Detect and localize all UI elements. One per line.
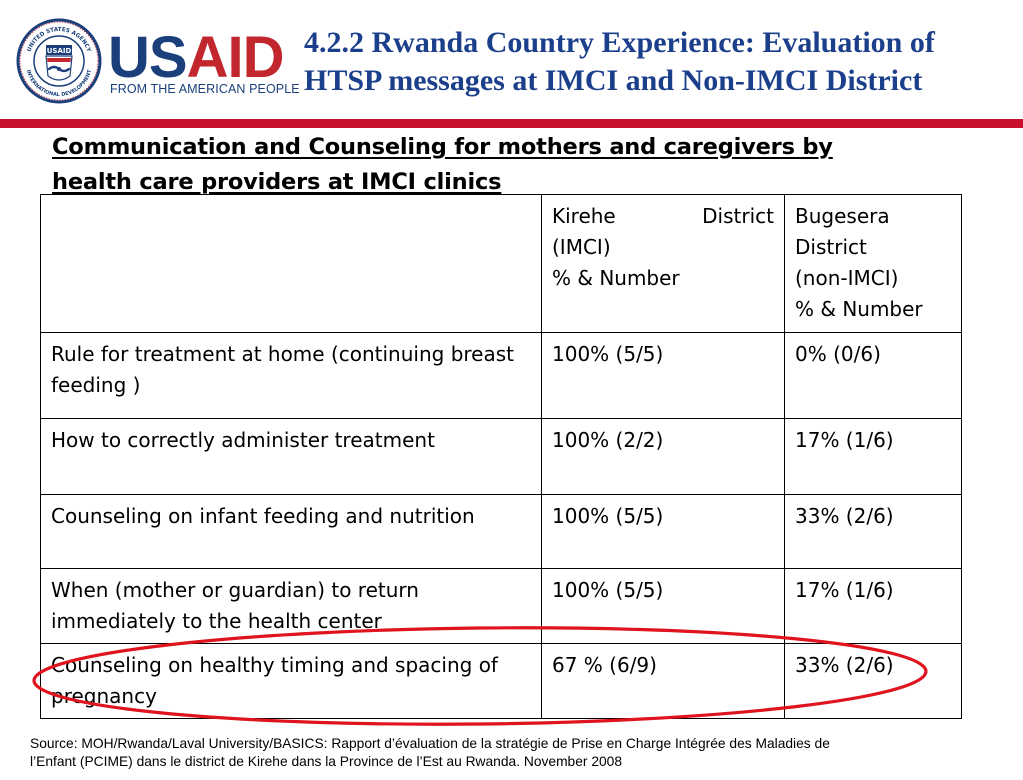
- subtitle-line-2: health care providers at IMCI clinics: [52, 169, 502, 195]
- header-bugesera-line-3: (non-IMCI): [795, 266, 899, 290]
- title-line-1: 4.2.2 Rwanda Country Experience: Evaluat…: [304, 26, 935, 59]
- header-bugesera-line-4: % & Number: [795, 297, 923, 321]
- usaid-wordmark-logo: USAID FROM THE AMERICAN PEOPLE: [108, 25, 300, 98]
- wordmark-us: US: [108, 25, 188, 90]
- row-kirehe-value: 67 % (6/9): [541, 643, 785, 719]
- usaid-tagline: FROM THE AMERICAN PEOPLE: [110, 82, 300, 96]
- usaid-seal-logo: UNITED STATES AGENCY INTERNATIONAL DEVEL…: [16, 18, 102, 104]
- header-kirehe: Kirehe District (IMCI) % & Number: [541, 194, 785, 333]
- slide-subtitle: Communication and Counseling for mothers…: [52, 130, 952, 200]
- row-bugesera-value: 33% (2/6): [784, 643, 962, 719]
- row-bugesera-value: 17% (1/6): [784, 418, 962, 495]
- header-bugesera-line-2: District: [795, 235, 867, 259]
- row-bugesera-value: 33% (2/6): [784, 494, 962, 569]
- wordmark-aid: AID: [186, 25, 285, 90]
- results-table: Kirehe District (IMCI) % & Number Bugese…: [40, 194, 962, 719]
- row-kirehe-value: 100% (2/2): [541, 418, 785, 495]
- header-bugesera-line-1: Bugesera: [795, 204, 890, 228]
- header-bugesera: Bugesera District (non-IMCI) % & Number: [784, 194, 962, 333]
- table-row: When (mother or guardian) to return imme…: [40, 568, 962, 644]
- header-kirehe-word-2: District: [702, 204, 774, 228]
- source-line-1: Source: MOH/Rwanda/Laval University/BASI…: [30, 736, 830, 751]
- row-bugesera-value: 0% (0/6): [784, 332, 962, 419]
- row-label: How to correctly administer treatment: [40, 418, 542, 495]
- source-citation: Source: MOH/Rwanda/Laval University/BASI…: [30, 735, 1015, 771]
- header-kirehe-line-1: Kirehe District: [552, 201, 774, 232]
- source-line-2: l’Enfant (PCIME) dans le district de Kir…: [30, 754, 623, 769]
- table-row: How to correctly administer treatment 10…: [40, 418, 962, 495]
- row-bugesera-value: 17% (1/6): [784, 568, 962, 644]
- row-label: When (mother or guardian) to return imme…: [40, 568, 542, 644]
- row-kirehe-value: 100% (5/5): [541, 494, 785, 569]
- header-kirehe-line-2: (IMCI): [552, 235, 611, 259]
- title-line-2: HTSP messages at IMCI and Non-IMCI Distr…: [304, 64, 923, 97]
- row-label: Rule for treatment at home (continuing b…: [40, 332, 542, 419]
- subtitle-line-1: Communication and Counseling for mothers…: [52, 134, 833, 160]
- table-header-row: Kirehe District (IMCI) % & Number Bugese…: [40, 194, 962, 333]
- table-row: Counseling on infant feeding and nutriti…: [40, 494, 962, 569]
- row-label: Counseling on infant feeding and nutriti…: [40, 494, 542, 569]
- table-row-highlighted: Counseling on healthy timing and spacing…: [40, 643, 962, 719]
- row-label: Counseling on healthy timing and spacing…: [40, 643, 542, 719]
- header-kirehe-line-3: % & Number: [552, 266, 680, 290]
- row-kirehe-value: 100% (5/5): [541, 568, 785, 644]
- header-kirehe-word-1: Kirehe: [552, 204, 616, 228]
- table-row: Rule for treatment at home (continuing b…: [40, 332, 962, 419]
- row-kirehe-value: 100% (5/5): [541, 332, 785, 419]
- seal-center-text: USAID: [47, 47, 72, 55]
- usaid-wordmark: USAID: [108, 25, 285, 90]
- slide-title: 4.2.2 Rwanda Country Experience: Evaluat…: [304, 24, 1014, 100]
- header-divider: [0, 119, 1023, 128]
- header-empty-cell: [40, 194, 542, 333]
